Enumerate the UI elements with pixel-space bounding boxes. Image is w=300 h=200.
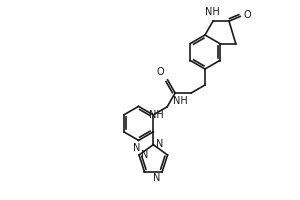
Text: N: N — [153, 173, 160, 183]
Text: O: O — [243, 10, 250, 20]
Text: N: N — [141, 150, 148, 160]
Text: NH: NH — [149, 110, 164, 120]
Text: N: N — [156, 139, 164, 149]
Text: NH: NH — [205, 7, 219, 17]
Text: N: N — [133, 143, 140, 153]
Text: NH: NH — [173, 96, 188, 106]
Text: O: O — [157, 67, 164, 77]
